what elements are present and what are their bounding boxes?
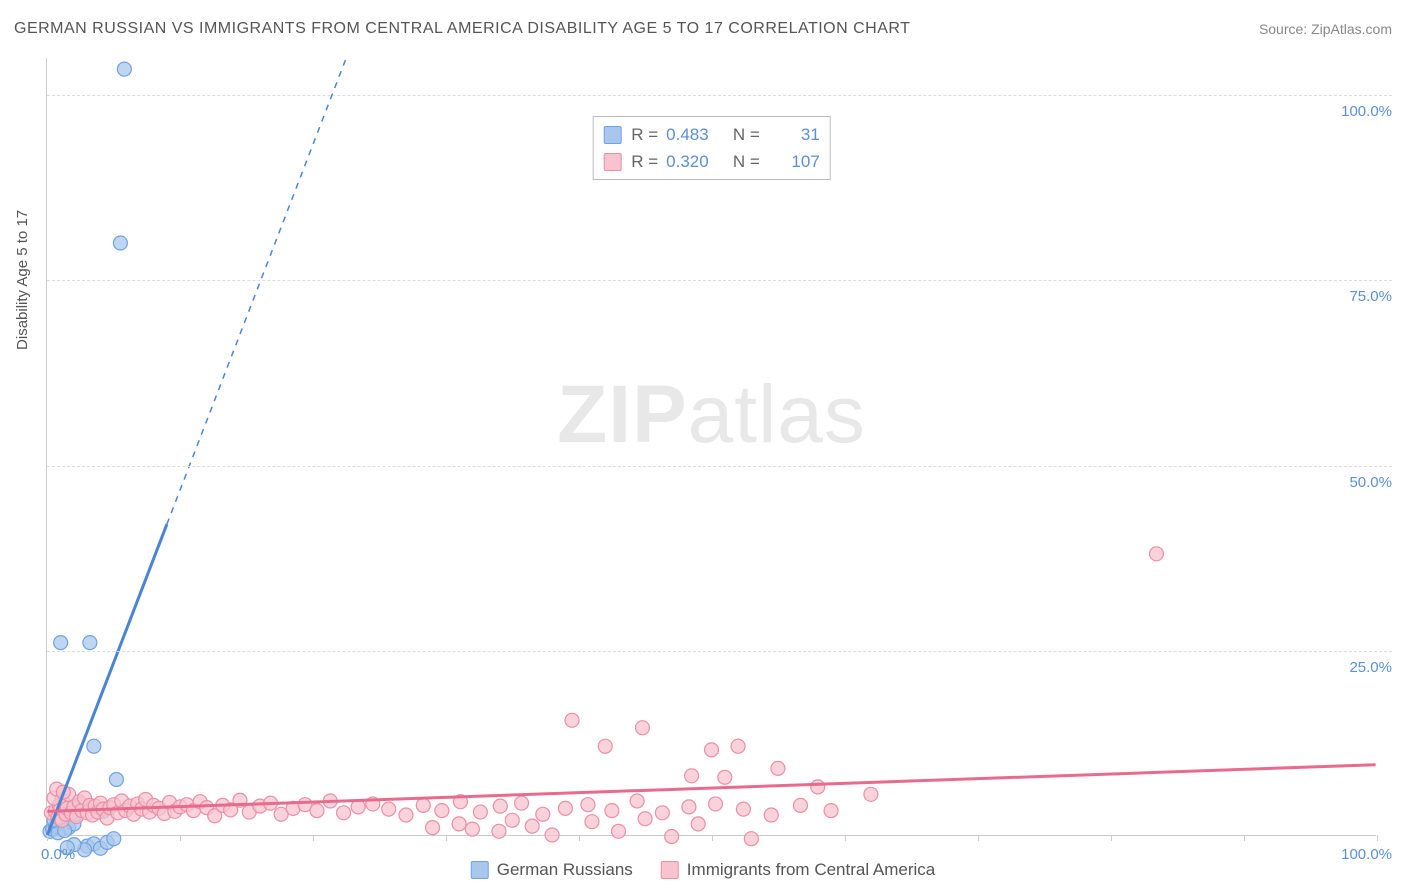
stats-row: R = 0.483 N = 31	[603, 121, 820, 148]
data-point	[635, 721, 649, 735]
trend-line	[47, 524, 167, 835]
data-point	[492, 824, 506, 838]
data-point	[473, 805, 487, 819]
data-point	[452, 817, 466, 831]
y-tick-label: 25.0%	[1349, 659, 1392, 676]
data-point	[708, 797, 722, 811]
data-point	[117, 62, 131, 76]
data-point	[638, 812, 652, 826]
data-point	[558, 801, 572, 815]
data-point	[399, 808, 413, 822]
stat-r-label: R =	[631, 148, 658, 175]
data-point	[705, 743, 719, 757]
stat-r-label: R =	[631, 121, 658, 148]
y-axis-title: Disability Age 5 to 17	[14, 210, 31, 350]
data-point	[109, 773, 123, 787]
legend-swatch	[661, 861, 679, 879]
legend-item: German Russians	[471, 860, 633, 880]
x-tick	[47, 835, 48, 841]
gridline	[47, 651, 1392, 652]
data-point	[505, 813, 519, 827]
data-point	[771, 761, 785, 775]
x-tick-label: 100.0%	[1341, 846, 1392, 863]
data-point	[565, 713, 579, 727]
data-point	[525, 819, 539, 833]
x-tick	[978, 835, 979, 841]
data-point	[536, 807, 550, 821]
trend-line-extrapolated	[167, 58, 346, 524]
data-point	[655, 806, 669, 820]
gridline	[47, 466, 1392, 467]
x-tick-label: 0.0%	[41, 846, 75, 863]
data-point	[605, 804, 619, 818]
data-point	[416, 798, 430, 812]
stat-n-value: 31	[768, 121, 820, 148]
data-point	[113, 236, 127, 250]
data-point	[337, 806, 351, 820]
chart-title: GERMAN RUSSIAN VS IMMIGRANTS FROM CENTRA…	[14, 20, 910, 38]
data-point	[764, 808, 778, 822]
data-point	[382, 802, 396, 816]
x-tick	[1377, 835, 1378, 841]
data-point	[665, 829, 679, 843]
data-point	[493, 799, 507, 813]
stats-row: R = 0.320 N = 107	[603, 148, 820, 175]
data-point	[718, 770, 732, 784]
x-tick	[712, 835, 713, 841]
data-point	[1149, 547, 1163, 561]
data-point	[731, 739, 745, 753]
stat-n-label: N =	[728, 121, 760, 148]
data-point	[685, 769, 699, 783]
legend-label: German Russians	[497, 860, 633, 880]
data-point	[515, 796, 529, 810]
data-point	[744, 832, 758, 846]
data-point	[736, 802, 750, 816]
plot-area: ZIPatlas R =0.483 N =31R =0.320 N =107 2…	[46, 58, 1376, 836]
data-point	[581, 798, 595, 812]
data-point	[87, 739, 101, 753]
x-tick	[446, 835, 447, 841]
x-tick	[579, 835, 580, 841]
y-tick-label: 100.0%	[1341, 103, 1392, 120]
data-point	[465, 822, 479, 836]
data-point	[545, 828, 559, 842]
legend-swatch	[603, 153, 621, 171]
data-point	[426, 821, 440, 835]
y-tick-label: 50.0%	[1349, 474, 1392, 491]
gridline	[47, 280, 1392, 281]
stats-box: R = 0.483 N = 31 R = 0.320 N = 107	[592, 116, 831, 180]
x-tick	[180, 835, 181, 841]
data-point	[54, 636, 68, 650]
legend-label: Immigrants from Central America	[687, 860, 935, 880]
gridline	[47, 95, 1392, 96]
stat-r-value: 0.483	[666, 121, 718, 148]
data-point	[435, 804, 449, 818]
bottom-legend: German Russians Immigrants from Central A…	[471, 860, 936, 880]
data-point	[811, 780, 825, 794]
data-point	[107, 832, 121, 846]
data-point	[585, 815, 599, 829]
y-tick-label: 75.0%	[1349, 288, 1392, 305]
data-point	[310, 804, 324, 818]
data-point	[824, 804, 838, 818]
legend-swatch	[471, 861, 489, 879]
data-point	[83, 636, 97, 650]
legend-swatch	[603, 126, 621, 144]
x-tick	[1244, 835, 1245, 841]
legend-item: Immigrants from Central America	[661, 860, 935, 880]
source-label: Source: ZipAtlas.com	[1259, 21, 1392, 37]
data-point	[691, 817, 705, 831]
stat-r-value: 0.320	[666, 148, 718, 175]
x-tick	[845, 835, 846, 841]
data-point	[598, 739, 612, 753]
data-point	[864, 787, 878, 801]
x-tick	[1111, 835, 1112, 841]
stat-n-label: N =	[728, 148, 760, 175]
data-point	[630, 794, 644, 808]
x-tick	[313, 835, 314, 841]
data-point	[612, 824, 626, 838]
data-point	[794, 798, 808, 812]
stat-n-value: 107	[768, 148, 820, 175]
data-point	[682, 800, 696, 814]
